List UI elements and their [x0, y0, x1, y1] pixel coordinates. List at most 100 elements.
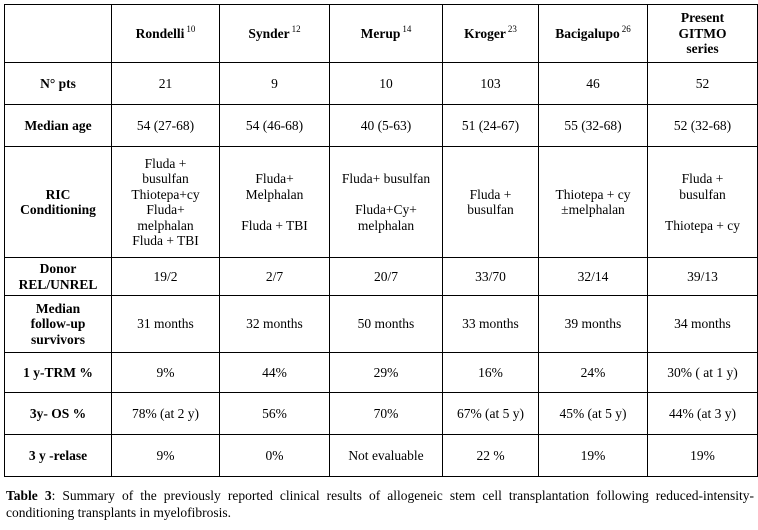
- cell: 16%: [442, 352, 539, 393]
- row-followup: Median follow-up survivors 31 months 32 …: [4, 295, 758, 353]
- row-ric-conditioning: RIC Conditioning Fluda + busulfan Thiote…: [4, 146, 758, 258]
- cell: 20/7: [329, 257, 443, 296]
- cell: Fluda+ Melphalan Fluda + TBI: [219, 146, 330, 258]
- cell: 78% (at 2 y): [111, 392, 220, 435]
- cell: 33 months: [442, 295, 539, 353]
- cell: 22 %: [442, 434, 539, 477]
- col-name-line: series: [686, 41, 719, 57]
- cell: 55 (32-68): [538, 104, 648, 147]
- col-header-rondelli: Rondelli 10: [111, 4, 220, 63]
- row-label: 3y- OS %: [4, 392, 112, 435]
- col-ref: 23: [507, 24, 517, 35]
- cell: 40 (5-63): [329, 104, 443, 147]
- row-trm: 1 y-TRM % 9% 44% 29% 16% 24% 30% ( at 1 …: [4, 352, 758, 393]
- col-header-synder: Synder 12: [219, 4, 330, 63]
- cell: 0%: [219, 434, 330, 477]
- col-ref: 26: [621, 24, 631, 35]
- row-label-line: REL/UNREL: [18, 276, 98, 292]
- row-label: Donor REL/UNREL: [4, 257, 112, 296]
- cell: 9%: [111, 434, 220, 477]
- cell-line: Thiotepa + cy: [555, 186, 631, 202]
- cell: 45% (at 5 y): [538, 392, 648, 435]
- row-os: 3y- OS % 78% (at 2 y) 56% 70% 67% (at 5 …: [4, 392, 758, 435]
- cell: Fluda + busulfan Thiotepa+cy Fluda+ melp…: [111, 146, 220, 258]
- row-label-line: Median: [35, 300, 81, 316]
- cell: 30% ( at 1 y): [647, 352, 758, 393]
- cell-gap: [651, 202, 754, 218]
- cell-line: busulfan: [679, 186, 726, 202]
- row-label: N° pts: [4, 62, 112, 105]
- col-name: Merup: [360, 25, 401, 41]
- cell: 31 months: [111, 295, 220, 353]
- cell: 2/7: [219, 257, 330, 296]
- row-npts: N° pts 21 9 10 103 46 52: [4, 62, 758, 105]
- col-header-merup: Merup 14: [329, 4, 443, 63]
- cell: 67% (at 5 y): [442, 392, 539, 435]
- cell-line: Fluda +: [469, 186, 512, 202]
- col-header-present-gitmo: Present GITMO series: [647, 4, 758, 63]
- cell: 44% (at 3 y): [647, 392, 758, 435]
- cell: 46: [538, 62, 648, 105]
- table-caption: Table 3: Summary of the previously repor…: [6, 487, 754, 521]
- col-name-line: Present: [680, 10, 725, 26]
- header-row: Rondelli 10 Synder 12 Merup 14 Kroger 23 Bac…: [4, 4, 758, 63]
- cell-gap: [333, 187, 439, 203]
- col-name-line: GITMO: [678, 25, 727, 41]
- row-relapse: 3 y -relase 9% 0% Not evaluable 22 % 19%…: [4, 434, 758, 477]
- row-label-line: survivors: [31, 331, 85, 347]
- row-label: RIC Conditioning: [4, 146, 112, 258]
- col-ref: 12: [291, 24, 301, 35]
- cell: Thiotepa + cy ±melphalan: [538, 146, 648, 258]
- cell-line: Fluda+Cy+: [355, 202, 417, 217]
- cell: 10: [329, 62, 443, 105]
- cell-line: melphalan: [137, 217, 194, 233]
- cell: 9%: [111, 352, 220, 393]
- caption-label: Table 3: [6, 488, 52, 503]
- cell: 24%: [538, 352, 648, 393]
- cell: Not evaluable: [329, 434, 443, 477]
- row-label: Median follow-up survivors: [4, 295, 112, 353]
- cell-line: busulfan: [142, 171, 189, 186]
- cell: 44%: [219, 352, 330, 393]
- row-label-line: Conditioning: [20, 202, 96, 217]
- col-name: Bacigalupo: [555, 25, 620, 41]
- row-donor: Donor REL/UNREL 19/2 2/7 20/7 33/70 32/1…: [4, 257, 758, 296]
- cell-line: Fluda+ busulfan: [341, 171, 431, 186]
- col-ref: 14: [402, 24, 412, 35]
- cell: 39 months: [538, 295, 648, 353]
- cell-line: Fluda+: [255, 171, 294, 186]
- cell-line: Fluda +: [144, 155, 187, 171]
- cell: 54 (46-68): [219, 104, 330, 147]
- cell: 52 (32-68): [647, 104, 758, 147]
- col-header-kroger: Kroger 23: [442, 4, 539, 63]
- cell: 9: [219, 62, 330, 105]
- cell: 19%: [538, 434, 648, 477]
- cell: 34 months: [647, 295, 758, 353]
- cell: 51 (24-67): [442, 104, 539, 147]
- cell: 21: [111, 62, 220, 105]
- cell: 52: [647, 62, 758, 105]
- cell-line: Thiotepa + cy: [664, 217, 741, 233]
- cell-line: melphalan: [357, 217, 415, 233]
- cell: 19%: [647, 434, 758, 477]
- corner-cell: [4, 4, 112, 63]
- cell-line: Fluda +: [681, 171, 724, 186]
- row-label: 1 y-TRM %: [4, 352, 112, 393]
- col-ref: 10: [186, 24, 196, 35]
- cell: 39/13: [647, 257, 758, 296]
- row-label-line: follow-up: [30, 316, 86, 332]
- cell: 56%: [219, 392, 330, 435]
- cell-line: Melphalan: [245, 186, 304, 202]
- row-label-line: RIC: [45, 186, 71, 202]
- cell: 54 (27-68): [111, 104, 220, 147]
- cell: 50 months: [329, 295, 443, 353]
- row-label: 3 y -relase: [4, 434, 112, 477]
- cell: 103: [442, 62, 539, 105]
- cell: 32/14: [538, 257, 648, 296]
- col-name: Rondelli: [135, 25, 185, 41]
- row-label-line: Donor: [39, 261, 77, 276]
- cell-line: ±melphalan: [561, 202, 625, 217]
- cell-line: Thiotepa+cy: [131, 186, 200, 202]
- cell-gap: [223, 202, 326, 218]
- cell: Fluda + busulfan: [442, 146, 539, 258]
